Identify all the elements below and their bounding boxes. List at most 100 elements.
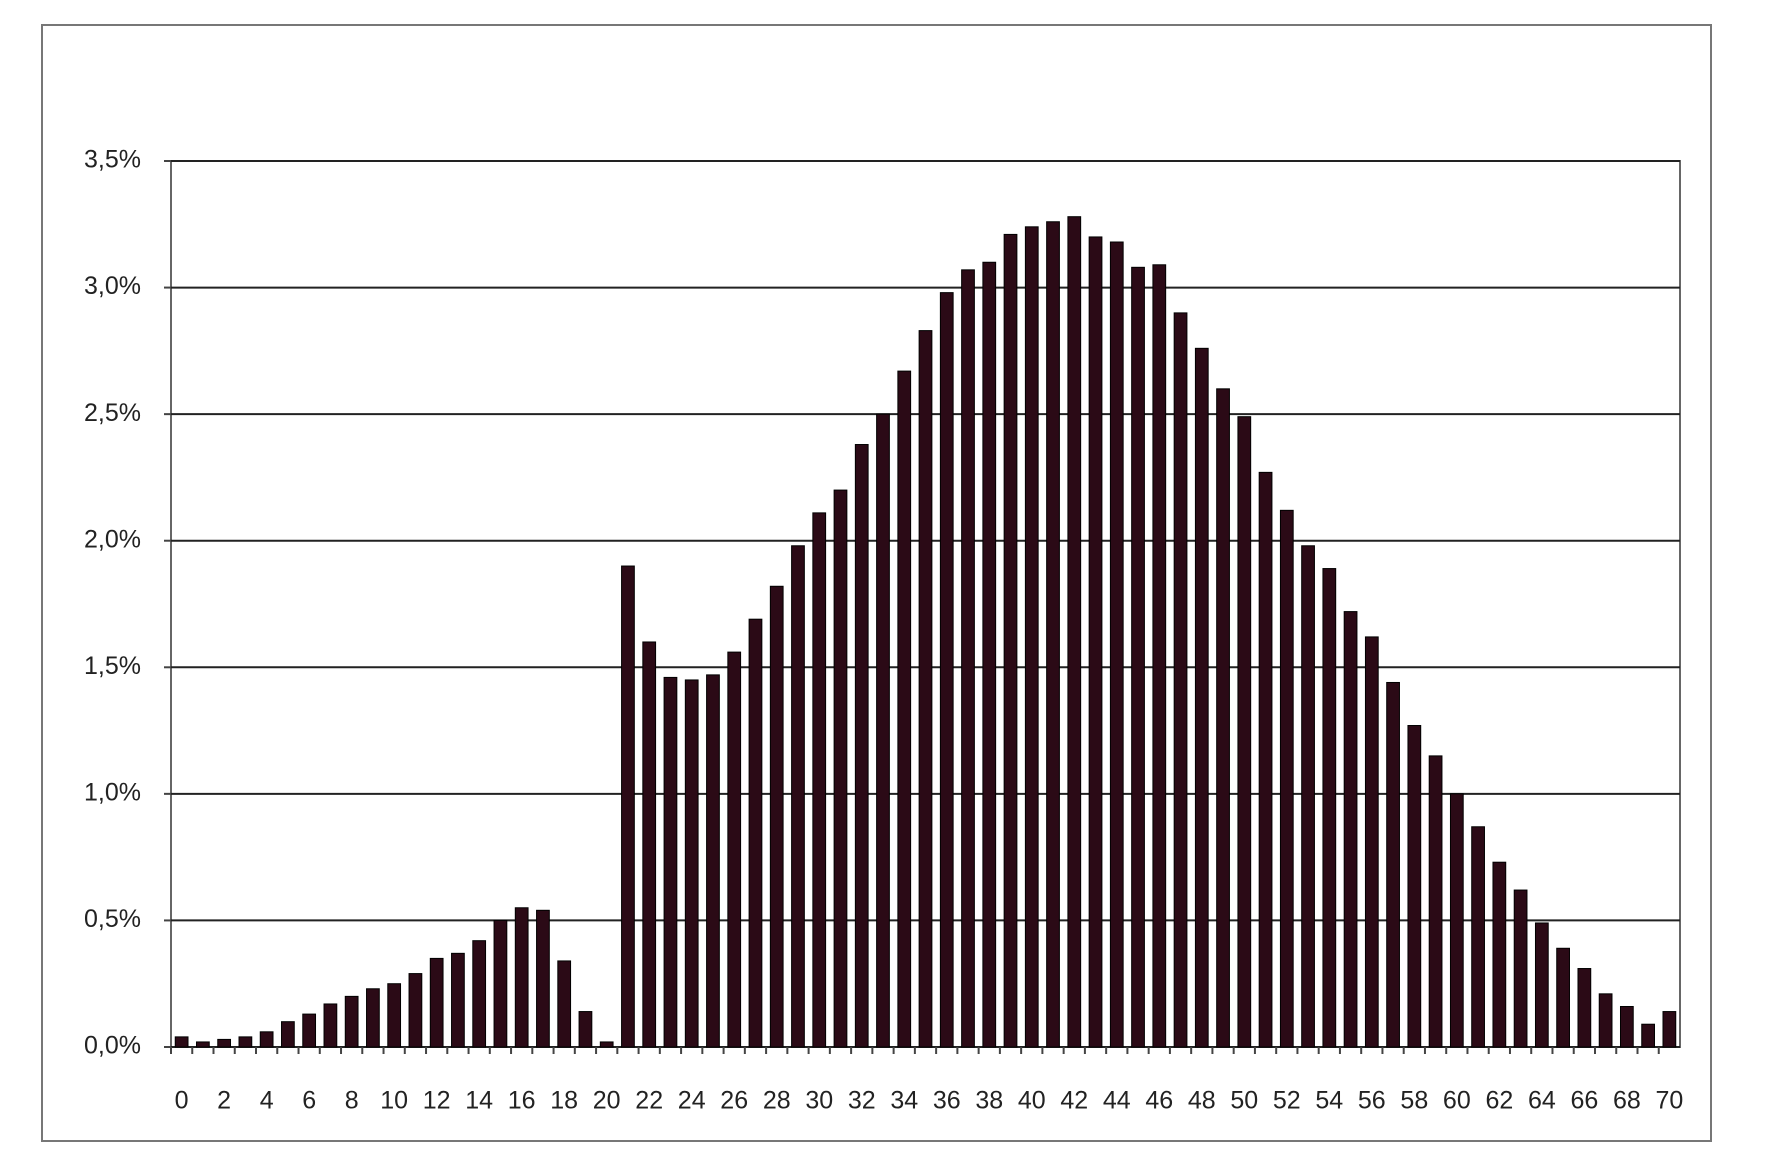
x-tick-label: 52 xyxy=(1273,1087,1301,1115)
bar xyxy=(1322,568,1337,1048)
bar xyxy=(323,1003,338,1048)
bar xyxy=(217,1038,232,1048)
bar xyxy=(812,512,827,1048)
bar xyxy=(196,1041,210,1048)
bar xyxy=(344,995,359,1048)
bar xyxy=(1407,725,1422,1048)
bar xyxy=(1513,889,1528,1048)
bar xyxy=(514,907,529,1048)
bar xyxy=(1194,347,1209,1048)
bar xyxy=(1449,793,1464,1048)
x-tick-label: 4 xyxy=(260,1087,274,1115)
x-tick-label: 10 xyxy=(380,1087,408,1115)
bar xyxy=(302,1013,317,1048)
bar xyxy=(429,957,444,1048)
chart-frame xyxy=(41,24,1712,1142)
bar xyxy=(174,1036,189,1048)
y-tick-label: 0,5% xyxy=(84,905,141,933)
y-tick-label: 3,5% xyxy=(84,146,141,174)
bar xyxy=(1046,221,1060,1048)
y-tick-label: 3,0% xyxy=(84,272,141,300)
y-tick-label: 1,5% xyxy=(84,652,141,680)
bar xyxy=(939,292,954,1048)
x-tick-label: 38 xyxy=(975,1087,1003,1115)
bar xyxy=(897,370,912,1048)
x-tick-label: 12 xyxy=(423,1087,451,1115)
bar xyxy=(1216,388,1230,1048)
bar xyxy=(387,983,402,1048)
x-tick-label: 58 xyxy=(1400,1087,1428,1115)
bar xyxy=(259,1031,274,1048)
bar xyxy=(791,545,805,1048)
x-tick-label: 0 xyxy=(175,1087,189,1115)
bar xyxy=(557,960,572,1048)
bar xyxy=(1577,968,1592,1048)
bar xyxy=(493,919,508,1048)
bar xyxy=(536,909,550,1048)
bar xyxy=(1471,826,1485,1048)
bar xyxy=(451,952,465,1048)
bar xyxy=(1237,416,1252,1048)
x-tick-label: 36 xyxy=(933,1087,961,1115)
bar xyxy=(1386,681,1400,1048)
bar xyxy=(1364,636,1379,1048)
bar xyxy=(578,1011,593,1048)
bar xyxy=(684,679,699,1048)
x-tick-label: 18 xyxy=(550,1087,578,1115)
bar xyxy=(1556,947,1570,1048)
bar xyxy=(1067,216,1082,1048)
bar xyxy=(1131,266,1145,1048)
x-tick-label: 62 xyxy=(1485,1087,1513,1115)
bar xyxy=(621,565,635,1048)
bar xyxy=(1641,1023,1655,1048)
bar xyxy=(769,585,784,1048)
bar xyxy=(366,988,380,1048)
x-tick-label: 2 xyxy=(217,1087,231,1115)
bar xyxy=(642,641,657,1048)
bar xyxy=(1343,611,1358,1048)
x-tick-label: 34 xyxy=(890,1087,918,1115)
bar xyxy=(918,330,933,1048)
bar xyxy=(1279,509,1294,1048)
bar xyxy=(1598,993,1613,1048)
x-tick-label: 16 xyxy=(508,1087,536,1115)
x-tick-label: 48 xyxy=(1188,1087,1216,1115)
bar xyxy=(1301,545,1315,1048)
bar xyxy=(1492,861,1507,1048)
bar xyxy=(1024,226,1039,1048)
x-tick-label: 40 xyxy=(1018,1087,1046,1115)
bar xyxy=(1662,1011,1677,1048)
x-tick-label: 26 xyxy=(720,1087,748,1115)
bar xyxy=(1619,1005,1634,1048)
bar xyxy=(748,618,763,1048)
x-tick-label: 14 xyxy=(465,1087,493,1115)
bar xyxy=(663,676,678,1048)
x-tick-label: 68 xyxy=(1613,1087,1641,1115)
bar xyxy=(1088,236,1103,1048)
bar xyxy=(727,651,742,1048)
bar xyxy=(876,413,890,1048)
x-tick-label: 28 xyxy=(763,1087,791,1115)
bar xyxy=(408,973,423,1048)
bar xyxy=(238,1036,253,1048)
x-tick-label: 30 xyxy=(805,1087,833,1115)
y-tick-label: 0,0% xyxy=(84,1032,141,1060)
bar xyxy=(1258,471,1273,1048)
x-tick-label: 70 xyxy=(1655,1087,1683,1115)
bar xyxy=(982,261,997,1048)
bar xyxy=(472,940,487,1048)
x-tick-label: 8 xyxy=(345,1087,359,1115)
x-tick-label: 20 xyxy=(593,1087,621,1115)
y-tick-label: 1,0% xyxy=(84,778,141,806)
x-tick-label: 32 xyxy=(848,1087,876,1115)
y-tick-label: 2,0% xyxy=(84,525,141,553)
x-tick-label: 56 xyxy=(1358,1087,1386,1115)
bar xyxy=(706,674,720,1048)
bar xyxy=(1534,922,1549,1048)
x-tick-label: 42 xyxy=(1060,1087,1088,1115)
bar xyxy=(1152,264,1167,1048)
bar xyxy=(281,1021,295,1048)
bar xyxy=(854,444,869,1048)
bar xyxy=(599,1041,614,1048)
bar xyxy=(833,489,848,1048)
